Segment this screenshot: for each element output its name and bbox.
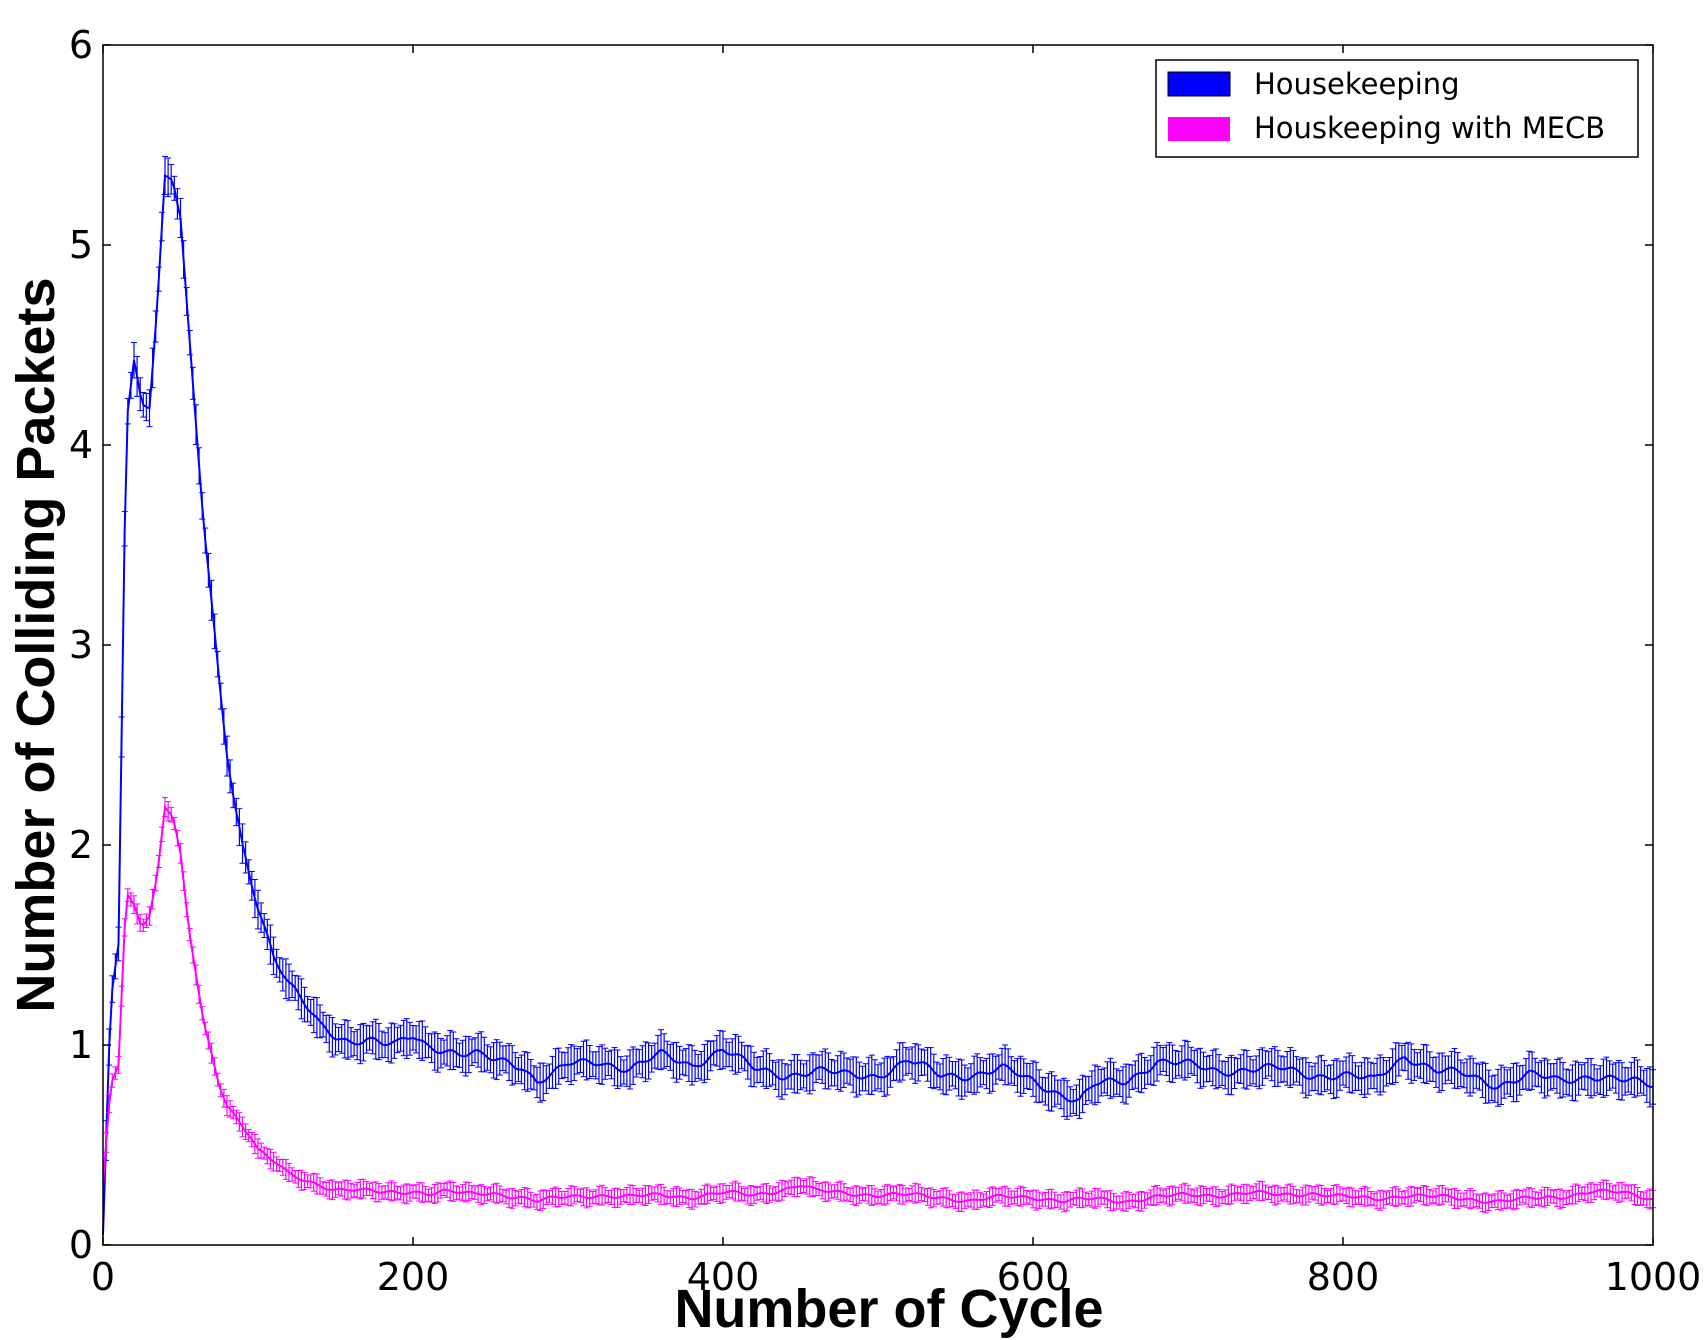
x-tick-label: 800 (1307, 1255, 1380, 1299)
series-1 (102, 797, 1656, 1214)
legend-box (1155, 59, 1639, 158)
y-tick-label: 5 (69, 223, 93, 267)
series-layer (102, 155, 1656, 1236)
y-tick-label: 6 (69, 23, 93, 67)
y-tick-label: 2 (69, 823, 93, 867)
x-axis-title: Number of Cycle (674, 1279, 1103, 1339)
tick-layer: 0 200 400 600 800 1000 0 1 2 3 4 5 6 (69, 23, 1702, 1299)
x-tick-label: 400 (687, 1255, 760, 1299)
legend-label-housekeeping: Housekeeping (1254, 67, 1460, 101)
series-line-1 (102, 804, 1654, 1204)
x-tick-label: 200 (377, 1255, 450, 1299)
x-tick-label: 1000 (1605, 1255, 1702, 1299)
series-0 (102, 155, 1656, 1236)
series-line-0 (102, 173, 1653, 1236)
legend-swatch-housekeeping (1167, 71, 1231, 97)
legend: Housekeeping Houskeeping with MECB (1155, 59, 1639, 158)
legend-label-mecb: Houskeeping with MECB (1254, 111, 1605, 145)
y-tick-label: 1 (69, 1023, 93, 1067)
y-tick-label: 0 (69, 1223, 93, 1267)
legend-swatch-mecb (1168, 117, 1230, 141)
y-axis-title: Number of Colliding Packets (6, 277, 66, 1012)
x-tick-label: 600 (997, 1255, 1070, 1299)
y-tick-label: 3 (69, 623, 93, 667)
plot-background (103, 45, 1653, 1245)
y-tick-label: 4 (69, 423, 93, 467)
x-tick-label: 0 (91, 1255, 115, 1299)
